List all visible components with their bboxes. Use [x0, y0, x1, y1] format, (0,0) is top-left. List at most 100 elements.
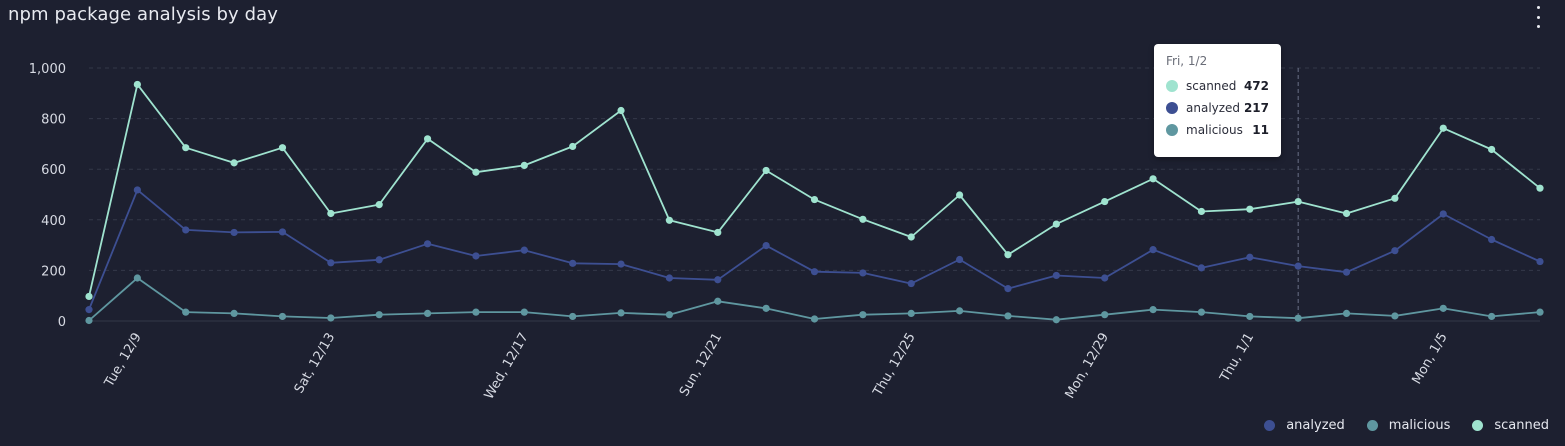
- data-point-malicious[interactable]: [278, 312, 287, 321]
- data-point-scanned[interactable]: [665, 216, 674, 224]
- data-point-malicious[interactable]: [762, 304, 770, 312]
- data-point-malicious[interactable]: [907, 309, 915, 318]
- more-vertical-icon[interactable]: [1532, 6, 1544, 28]
- data-point-analyzed[interactable]: [133, 186, 141, 194]
- data-point-analyzed[interactable]: [859, 269, 867, 277]
- data-point-analyzed[interactable]: [85, 306, 93, 314]
- data-point-scanned[interactable]: [714, 228, 722, 237]
- data-point-analyzed[interactable]: [182, 226, 190, 234]
- data-point-analyzed[interactable]: [1101, 274, 1109, 282]
- data-point-analyzed[interactable]: [907, 279, 915, 288]
- data-point-analyzed[interactable]: [1342, 268, 1351, 276]
- data-point-scanned[interactable]: [1004, 251, 1012, 259]
- data-point-scanned[interactable]: [1294, 197, 1302, 206]
- data-point-scanned[interactable]: [520, 161, 528, 170]
- data-point-scanned[interactable]: [1101, 197, 1109, 206]
- tooltip-label: analyzed: [1186, 101, 1241, 115]
- data-point-malicious[interactable]: [1439, 304, 1447, 312]
- data-point-scanned[interactable]: [472, 168, 480, 176]
- data-point-malicious[interactable]: [230, 309, 238, 318]
- legend-item-malicious[interactable]: malicious: [1366, 418, 1450, 433]
- data-point-malicious[interactable]: [327, 314, 335, 322]
- data-point-analyzed[interactable]: [1052, 271, 1060, 280]
- data-point-malicious[interactable]: [617, 309, 625, 317]
- data-point-analyzed[interactable]: [1294, 262, 1302, 270]
- data-point-analyzed[interactable]: [1197, 264, 1206, 272]
- data-point-malicious[interactable]: [569, 312, 577, 321]
- data-point-scanned[interactable]: [1488, 145, 1496, 154]
- data-point-malicious[interactable]: [520, 308, 528, 316]
- data-point-malicious[interactable]: [1536, 308, 1544, 316]
- data-point-analyzed[interactable]: [714, 276, 722, 284]
- data-point-malicious[interactable]: [133, 274, 141, 282]
- data-point-malicious[interactable]: [182, 308, 190, 316]
- data-point-analyzed[interactable]: [617, 260, 625, 268]
- data-point-scanned[interactable]: [1052, 220, 1060, 228]
- data-point-analyzed[interactable]: [1246, 253, 1254, 261]
- data-point-scanned[interactable]: [810, 195, 819, 204]
- data-point-analyzed[interactable]: [423, 240, 432, 248]
- data-point-scanned[interactable]: [327, 209, 335, 218]
- data-point-malicious[interactable]: [859, 311, 867, 319]
- data-point-scanned[interactable]: [1197, 207, 1206, 216]
- data-point-analyzed[interactable]: [1004, 285, 1012, 293]
- legend-dot-malicious: [1366, 420, 1378, 431]
- data-point-malicious[interactable]: [810, 315, 819, 323]
- data-point-malicious[interactable]: [472, 308, 480, 316]
- data-point-analyzed[interactable]: [569, 259, 577, 267]
- data-point-malicious[interactable]: [85, 316, 93, 325]
- data-point-scanned[interactable]: [907, 233, 915, 241]
- data-point-analyzed[interactable]: [665, 274, 674, 282]
- data-point-scanned[interactable]: [617, 106, 625, 115]
- data-point-scanned[interactable]: [1536, 184, 1544, 192]
- data-point-analyzed[interactable]: [327, 259, 335, 267]
- data-point-scanned[interactable]: [859, 215, 867, 223]
- data-point-scanned[interactable]: [762, 166, 770, 175]
- data-point-malicious[interactable]: [423, 309, 432, 318]
- data-point-scanned[interactable]: [85, 292, 93, 301]
- data-point-scanned[interactable]: [569, 142, 577, 151]
- data-point-analyzed[interactable]: [1488, 235, 1496, 244]
- data-point-analyzed[interactable]: [520, 246, 528, 254]
- data-point-analyzed[interactable]: [1439, 210, 1447, 218]
- data-point-scanned[interactable]: [956, 191, 964, 199]
- data-point-malicious[interactable]: [1488, 312, 1496, 321]
- data-point-malicious[interactable]: [1101, 311, 1109, 319]
- data-point-scanned[interactable]: [278, 144, 287, 152]
- data-point-analyzed[interactable]: [1536, 257, 1544, 266]
- data-point-malicious[interactable]: [1052, 316, 1060, 324]
- data-point-malicious[interactable]: [1294, 314, 1302, 322]
- data-point-malicious[interactable]: [1391, 312, 1399, 320]
- data-point-malicious[interactable]: [1197, 308, 1206, 316]
- data-point-scanned[interactable]: [423, 135, 432, 143]
- data-point-analyzed[interactable]: [1391, 247, 1399, 255]
- data-point-malicious[interactable]: [1004, 312, 1012, 320]
- data-point-malicious[interactable]: [375, 311, 383, 319]
- data-point-analyzed[interactable]: [956, 255, 964, 264]
- data-point-scanned[interactable]: [1246, 205, 1254, 213]
- data-point-malicious[interactable]: [714, 297, 722, 305]
- data-point-malicious[interactable]: [956, 307, 964, 315]
- data-point-scanned[interactable]: [1342, 209, 1351, 218]
- legend-item-scanned[interactable]: scanned: [1472, 418, 1549, 433]
- data-point-analyzed[interactable]: [472, 252, 480, 260]
- data-point-analyzed[interactable]: [375, 256, 383, 264]
- data-point-scanned[interactable]: [1391, 194, 1399, 202]
- data-point-scanned[interactable]: [182, 144, 190, 152]
- data-point-analyzed[interactable]: [1149, 246, 1157, 254]
- legend-item-analyzed[interactable]: analyzed: [1264, 418, 1345, 433]
- data-point-scanned[interactable]: [1149, 175, 1157, 183]
- data-point-malicious[interactable]: [665, 311, 674, 319]
- data-point-analyzed[interactable]: [278, 228, 287, 236]
- data-point-scanned[interactable]: [133, 80, 141, 89]
- data-point-scanned[interactable]: [230, 159, 238, 167]
- data-point-malicious[interactable]: [1149, 306, 1157, 314]
- data-point-analyzed[interactable]: [230, 228, 238, 237]
- data-point-scanned[interactable]: [1439, 124, 1447, 132]
- data-point-malicious[interactable]: [1342, 309, 1351, 318]
- data-point-scanned[interactable]: [375, 201, 383, 209]
- data-point-analyzed[interactable]: [810, 268, 819, 276]
- data-point-analyzed[interactable]: [762, 242, 770, 250]
- data-point-malicious[interactable]: [1246, 312, 1254, 321]
